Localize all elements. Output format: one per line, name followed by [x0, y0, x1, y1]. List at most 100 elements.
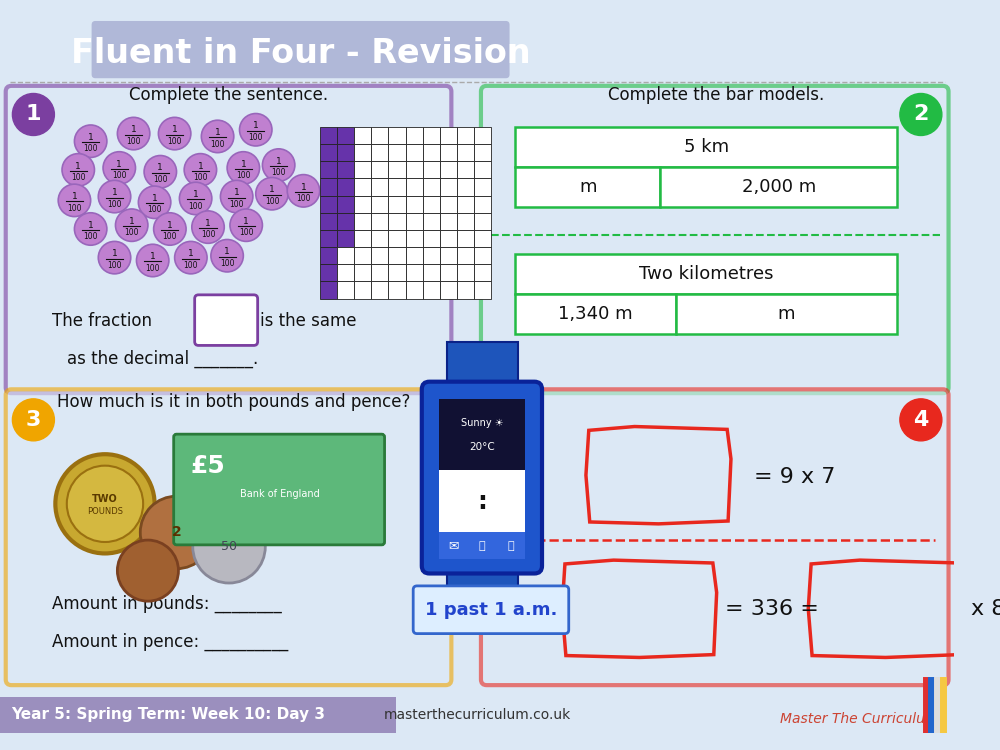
Circle shape: [103, 152, 136, 184]
Bar: [354, 127, 371, 144]
Bar: [474, 213, 491, 230]
Circle shape: [115, 209, 148, 242]
Text: The fraction: The fraction: [52, 311, 152, 329]
Bar: [439, 470, 525, 532]
Text: 100: 100: [271, 168, 286, 177]
Bar: [371, 144, 388, 161]
Text: 1: 1: [198, 161, 203, 170]
Text: masterthecurriculum.co.uk: masterthecurriculum.co.uk: [384, 708, 571, 722]
Bar: [457, 144, 474, 161]
Text: 1: 1: [193, 190, 198, 200]
Circle shape: [117, 540, 178, 602]
Circle shape: [192, 211, 224, 243]
Bar: [440, 230, 457, 248]
Text: £5: £5: [191, 454, 226, 478]
Circle shape: [220, 180, 253, 213]
Bar: [320, 161, 337, 178]
Circle shape: [12, 94, 54, 136]
Bar: [440, 127, 457, 144]
Text: 1: 1: [167, 220, 173, 230]
Text: 1: 1: [75, 161, 81, 170]
Bar: [337, 248, 354, 264]
Bar: [447, 341, 518, 397]
Text: 1: 1: [72, 192, 77, 201]
Text: is the same: is the same: [260, 311, 356, 329]
Circle shape: [900, 94, 942, 136]
Text: 100: 100: [188, 202, 203, 211]
Text: 1: 1: [172, 125, 178, 134]
Bar: [371, 213, 388, 230]
Text: 1: 1: [301, 182, 306, 191]
Bar: [676, 294, 897, 334]
Text: 1: 1: [269, 185, 275, 194]
Bar: [371, 196, 388, 213]
Bar: [406, 230, 423, 248]
Text: 100: 100: [83, 144, 98, 153]
Circle shape: [62, 154, 94, 186]
Circle shape: [74, 125, 107, 158]
Bar: [423, 178, 440, 196]
Circle shape: [184, 154, 217, 186]
Circle shape: [138, 186, 171, 218]
Text: 100: 100: [296, 194, 311, 203]
Text: 100: 100: [236, 171, 251, 180]
Text: Two kilometres: Two kilometres: [639, 265, 773, 283]
Bar: [354, 264, 371, 281]
FancyBboxPatch shape: [481, 389, 949, 686]
Text: 100: 100: [201, 230, 215, 239]
Bar: [440, 213, 457, 230]
Bar: [474, 161, 491, 178]
Circle shape: [58, 184, 91, 217]
Circle shape: [227, 152, 260, 184]
Circle shape: [144, 155, 177, 188]
Bar: [388, 178, 406, 196]
Bar: [354, 144, 371, 161]
Bar: [457, 196, 474, 213]
Circle shape: [201, 120, 234, 153]
Bar: [515, 167, 660, 207]
Circle shape: [74, 213, 107, 245]
Bar: [406, 178, 423, 196]
Bar: [406, 213, 423, 230]
Text: 100: 100: [184, 261, 198, 270]
Text: 50: 50: [221, 540, 237, 554]
Text: Amount in pounds: ________: Amount in pounds: ________: [52, 595, 282, 613]
Bar: [439, 532, 525, 560]
Text: m: m: [778, 305, 795, 323]
Text: 🔍: 🔍: [479, 541, 485, 550]
FancyBboxPatch shape: [195, 295, 258, 346]
Bar: [474, 230, 491, 248]
Bar: [457, 127, 474, 144]
Text: 1: 1: [253, 122, 259, 130]
Circle shape: [193, 511, 265, 583]
Text: 2: 2: [913, 104, 929, 125]
Text: 1: 1: [188, 249, 194, 258]
Bar: [457, 281, 474, 298]
Circle shape: [154, 213, 186, 245]
Bar: [406, 144, 423, 161]
Text: 3: 3: [26, 410, 41, 430]
Text: How much is it in both pounds and pence?: How much is it in both pounds and pence?: [57, 393, 411, 411]
Text: 2: 2: [172, 526, 181, 539]
Bar: [474, 127, 491, 144]
Text: Complete the bar models.: Complete the bar models.: [608, 86, 824, 104]
Bar: [354, 178, 371, 196]
Bar: [388, 144, 406, 161]
Text: 100: 100: [153, 175, 168, 184]
Circle shape: [136, 244, 169, 277]
Bar: [354, 281, 371, 298]
Bar: [388, 264, 406, 281]
Circle shape: [240, 113, 272, 146]
FancyBboxPatch shape: [481, 86, 949, 393]
FancyBboxPatch shape: [422, 382, 542, 574]
Bar: [440, 264, 457, 281]
Bar: [423, 161, 440, 178]
Circle shape: [211, 239, 243, 272]
Bar: [354, 230, 371, 248]
Text: 1: 1: [88, 133, 94, 142]
Text: 1: 1: [112, 249, 117, 258]
Text: 5 km: 5 km: [684, 138, 729, 156]
Bar: [320, 264, 337, 281]
Bar: [474, 196, 491, 213]
Circle shape: [140, 496, 213, 568]
